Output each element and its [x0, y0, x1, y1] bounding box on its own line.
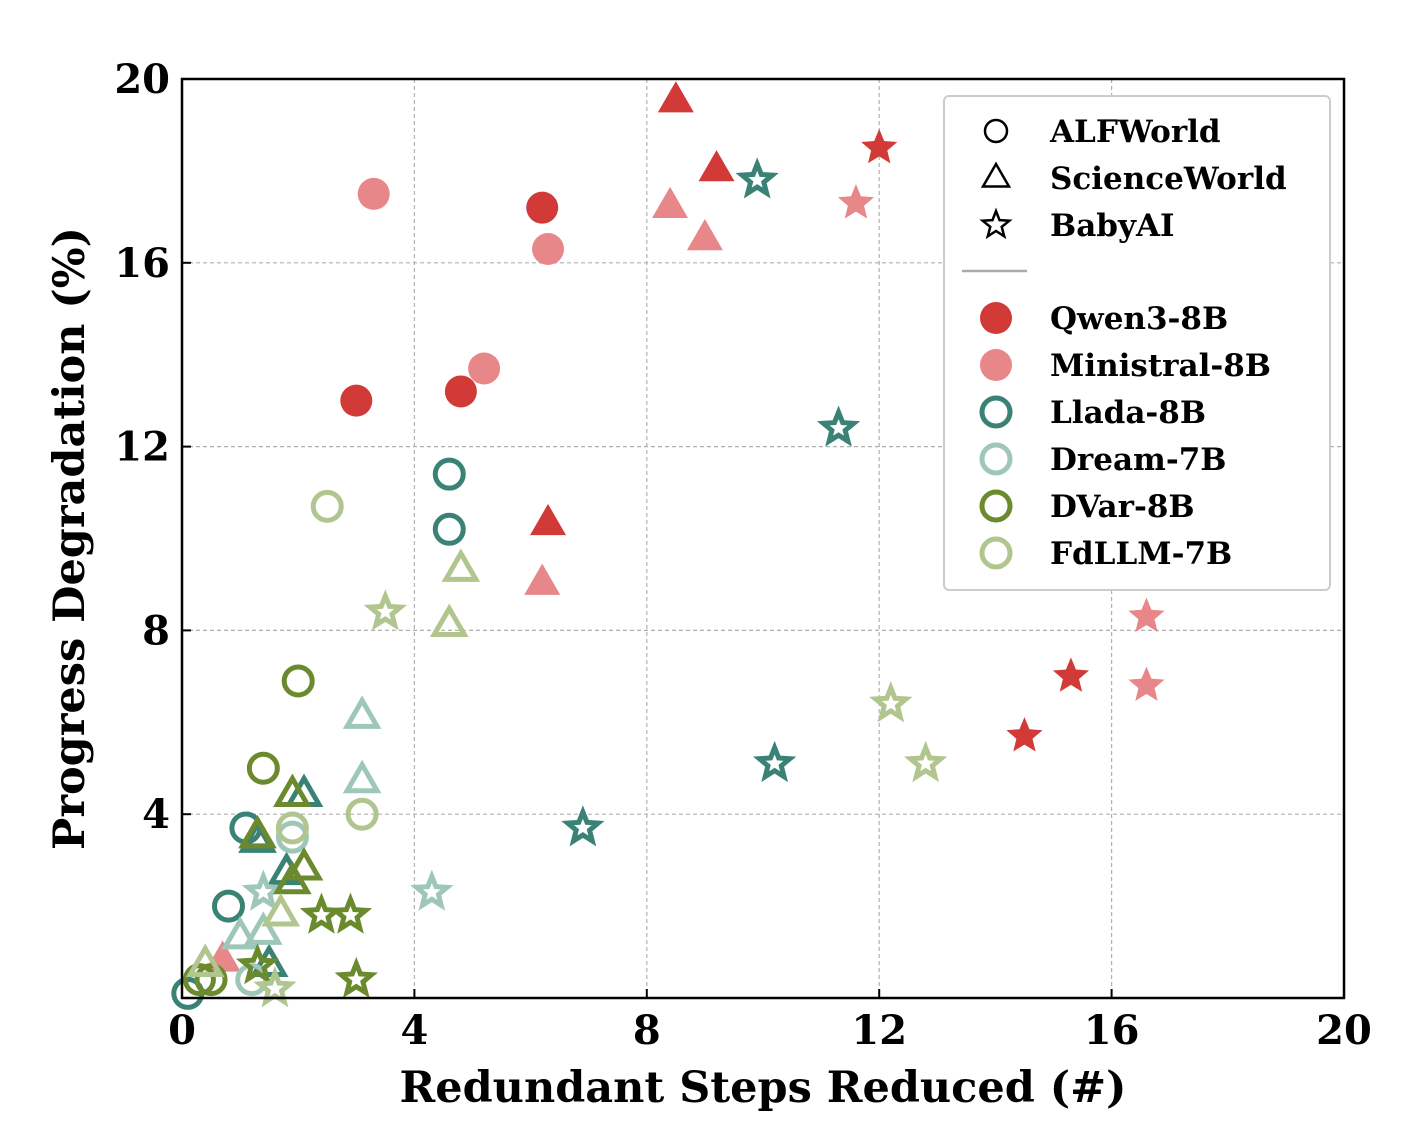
point-fdllm-7b-star: [363, 589, 408, 631]
point-ministral-8b-triangle: [686, 219, 723, 251]
legend-label: ALFWorld: [1049, 114, 1221, 150]
point-llada-8b-star: [561, 805, 605, 847]
point-dream-7b-star: [410, 869, 454, 911]
point-dvar-8b-circle: [281, 664, 315, 698]
legend-series-marker-icon: [979, 536, 1013, 570]
legend-series-label: Ministral-8B: [1050, 348, 1271, 384]
point-dvar-8b-circle: [194, 963, 228, 997]
point-dvar-8b-triangle: [273, 860, 312, 895]
point-dream-7b-triangle: [220, 915, 260, 950]
point-fdllm-7b-triangle: [441, 548, 481, 582]
point-llada-8b-circle: [432, 457, 466, 491]
axis-ticks: 0 4 8 12 16 20 4 8 12 16 20: [114, 56, 1372, 1054]
point-fdllm-7b-triangle: [185, 943, 225, 977]
point-dvar-8b-circle: [182, 963, 216, 997]
legend: ALFWorld ScienceWorld BabyAI Qwen3-8B Minist…: [943, 95, 1331, 591]
point-llada-8b-star: [816, 405, 861, 447]
point-llada-8b-circle: [432, 512, 466, 546]
legend-label: BabyAI: [1050, 208, 1175, 244]
point-ministral-8b-triangle: [524, 563, 561, 595]
point-fdllm-7b-triangle: [429, 603, 469, 637]
x-tick-label: 20: [1316, 1007, 1372, 1054]
point-dream-7b-star: [241, 869, 285, 911]
point-fdllm-7b-star: [869, 681, 913, 723]
legend-series-marker-icon: [979, 489, 1013, 523]
point-dvar-8b-circle: [246, 751, 280, 785]
x-tick-label: 12: [851, 1007, 907, 1054]
y-tick-label: 16: [114, 240, 170, 287]
point-dvar-8b-star: [334, 956, 378, 999]
x-tick-label: 0: [168, 1007, 196, 1054]
point-dream-7b-circle: [275, 820, 309, 854]
point-ministral-8b-circle: [357, 177, 390, 210]
data-points: [171, 81, 1165, 1010]
point-ministral-8b-circle: [532, 233, 565, 266]
point-qwen3-8b-circle: [340, 384, 373, 417]
point-qwen3-8b-circle: [444, 375, 477, 408]
legend-series-marker-icon: [979, 395, 1013, 429]
y-tick-label: 20: [114, 56, 170, 103]
point-dvar-8b-star: [235, 943, 280, 985]
plot-area-frame: [180, 77, 1346, 1000]
point-fdllm-7b-circle: [345, 797, 379, 831]
point-ministral-8b-star: [1128, 666, 1165, 701]
legend-marker-triangle-icon: [980, 161, 1012, 188]
point-ministral-8b-triangle: [652, 186, 689, 219]
legend-series-marker-icon: [980, 302, 1012, 334]
point-qwen3-8b-triangle: [530, 503, 567, 536]
point-dream-7b-triangle: [244, 911, 283, 945]
point-qwen3-8b-triangle: [698, 150, 735, 182]
legend-series-marker-icon: [980, 349, 1012, 381]
point-ministral-8b-star: [837, 184, 875, 219]
point-llada-8b-circle: [211, 889, 245, 923]
legend-series-label: DVar-8B: [1050, 489, 1195, 525]
legend-box: [943, 95, 1331, 591]
legend-marker-circle-icon: [983, 118, 1009, 144]
x-axis-title: Redundant Steps Reduced (#): [400, 1063, 1127, 1113]
point-fdllm-7b-circle: [275, 811, 309, 845]
point-qwen3-8b-circle: [526, 191, 559, 224]
point-dvar-8b-star: [299, 892, 344, 934]
point-fdllm-7b-circle: [310, 489, 344, 523]
point-fdllm-7b-star: [904, 740, 948, 783]
point-dvar-8b-triangle: [273, 773, 312, 807]
point-llada-8b-star: [752, 740, 797, 783]
legend-series-marker-icon: [979, 442, 1013, 476]
point-llada-8b-star: [735, 157, 779, 199]
point-qwen3-8b-star: [861, 128, 898, 164]
legend-marker-star-icon: [979, 207, 1013, 240]
point-dvar-8b-triangle: [238, 814, 277, 849]
legend-series-label: Qwen3-8B: [1050, 301, 1228, 337]
x-tick-label: 4: [400, 1007, 428, 1054]
point-dvar-8b-triangle: [284, 847, 324, 881]
legend-series-label: Dream-7B: [1050, 442, 1226, 478]
legend-series-label: FdLLM-7B: [1050, 536, 1232, 572]
point-qwen3-8b-star: [1052, 657, 1089, 692]
x-tick-label: 8: [633, 1007, 661, 1054]
point-dvar-8b-star: [328, 892, 373, 934]
point-dream-7b-triangle: [342, 759, 382, 794]
point-ministral-8b-circle: [468, 352, 501, 385]
y-tick-label: 8: [142, 607, 170, 654]
point-dream-7b-triangle: [342, 695, 382, 729]
y-tick-label: 12: [114, 424, 170, 471]
legend-label: ScienceWorld: [1050, 161, 1287, 197]
y-axis-title: Progress Degradation (%): [45, 227, 95, 850]
point-ministral-8b-star: [1128, 597, 1165, 632]
point-qwen3-8b-star: [1006, 717, 1043, 752]
point-fdllm-7b-triangle: [261, 892, 301, 927]
point-fdllm-7b-star: [253, 966, 297, 1008]
x-tick-label: 16: [1084, 1007, 1140, 1054]
y-tick-label: 4: [142, 791, 170, 838]
legend-series-label: Llada-8B: [1050, 395, 1206, 431]
point-qwen3-8b-triangle: [657, 81, 694, 113]
